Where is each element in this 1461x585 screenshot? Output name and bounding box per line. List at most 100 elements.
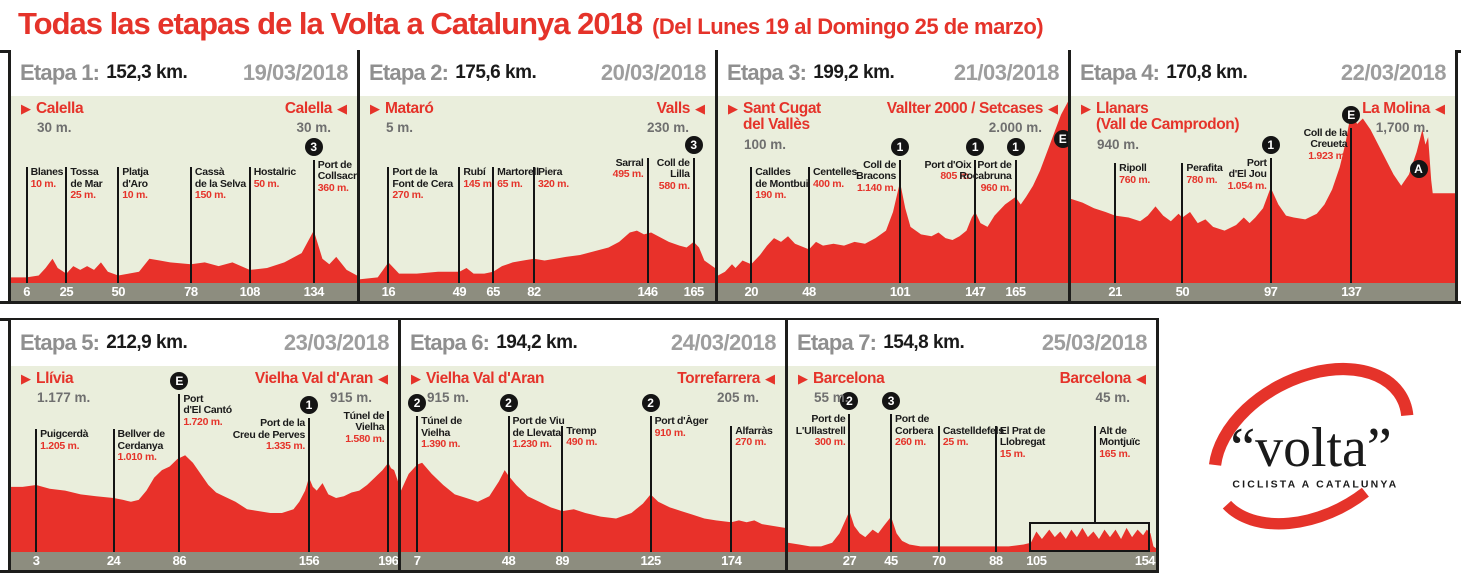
stage-distance: 199,2 km. [813, 62, 895, 83]
km-tick-label: 137 [1341, 284, 1362, 299]
waypoint-elevation: 1.335 m. [265, 440, 305, 453]
waypoint-line [1014, 159, 1017, 283]
start-elevation: 1.177 m. [37, 390, 91, 406]
waypoint-name: Piera [537, 166, 563, 179]
waypoint-label: Port de Corbera 260 m. [895, 414, 933, 449]
waypoint-line [1350, 127, 1353, 283]
waypoint-elevation: 15 m. [999, 447, 1026, 460]
waypoint-name: Castelldefels [942, 424, 1004, 437]
stage-profile: Ripoll 760 m. Perafita 780 m. Port d'El Jou 1… [1071, 96, 1455, 283]
start-elevation: 5 m. [386, 120, 414, 136]
waypoint-elevation: 495 m. [612, 168, 644, 181]
km-tick-label: 146 [637, 284, 658, 299]
waypoint-label: Port d'Oix 805 m. [924, 158, 972, 183]
waypoint-line [178, 393, 181, 552]
end-name: Valls [656, 100, 691, 117]
waypoint-label: Port de L'Ullastrell 300 m. [796, 414, 846, 449]
elevation-area [401, 462, 785, 552]
end-triangle-icon: ◀ [337, 101, 347, 116]
waypoint-name: Port de Corbera [895, 413, 934, 437]
waypoint-name: Túnel de Vielha [343, 409, 385, 434]
km-tick-label: 27 [842, 553, 857, 568]
km-tick-label: 147 [965, 284, 986, 299]
km-tick-label: 125 [640, 553, 661, 568]
waypoint-name: Platja d'Aro [122, 166, 149, 190]
waypoint-elevation: 1.054 m. [1227, 179, 1267, 192]
elevation-area [360, 230, 715, 283]
waypoint-name: Port de Rocabruna [959, 158, 1012, 183]
stage-panel-1: Etapa 1: 152,3 km. 19/03/2018 Blanes 10 m. To… [8, 50, 357, 301]
category-badge: 3 [304, 137, 323, 156]
category-badge: 1 [1261, 135, 1280, 154]
waypoint-elevation: 190 m. [755, 189, 787, 202]
category-badge: 1 [891, 137, 909, 156]
elevation-profile-shape [788, 511, 1156, 552]
waypoint-name: Coll de Bracons [856, 158, 896, 183]
start-marker: ▶ Sant Cugat del Vallès 100 m. [728, 100, 821, 151]
waypoint-name: Martorell [497, 166, 539, 179]
km-axis: 20 48 101 147 165 [718, 283, 1068, 301]
waypoint-line [750, 167, 753, 283]
start-name: Barcelona [813, 370, 885, 387]
waypoint-elevation: 165 m. [1099, 447, 1131, 460]
km-tick-label: 82 [527, 284, 541, 299]
waypoint-line [189, 167, 192, 283]
elevation-profile-shape [401, 462, 785, 552]
elevation-profile-shape [718, 101, 1068, 283]
volta-logo: “volta” CICLISTA A CATALUNYA [1160, 316, 1461, 585]
waypoint-line [387, 167, 390, 283]
waypoint-line [312, 159, 315, 283]
waypoint-elevation: 65 m. [497, 177, 523, 190]
waypoint-line [532, 167, 535, 283]
start-name: Vielha Val d'Aran [426, 370, 545, 387]
end-name-row: Vallter 2000 / Setcases ◀ [887, 100, 1058, 117]
category-badge: E [170, 371, 189, 390]
logo-tagline: CICLISTA A CATALUNYA [1232, 479, 1398, 490]
start-triangle-icon: ▶ [1081, 101, 1091, 116]
end-elevation: 2.000 m. [988, 120, 1042, 136]
stage-header: Etapa 3: 199,2 km. 21/03/2018 [718, 50, 1068, 96]
km-tick-label: 174 [721, 553, 742, 568]
waypoint-elevation: 50 m. [253, 177, 280, 190]
end-name: Calella [284, 100, 333, 117]
waypoint-label: Bellver de Cerdanya 1.010 m. [118, 428, 166, 464]
waypoint-label: Rubí 145 m. [463, 166, 494, 190]
waypoint-line [848, 414, 851, 552]
end-marker: Vielha Val d'Aran ◀ 915 m. [254, 370, 388, 405]
end-marker: Valls ◀ 230 m. [647, 100, 705, 135]
waypoint-label: Piera 320 m. [537, 166, 569, 190]
elevation-area [11, 230, 357, 283]
waypoint-name: Centelles [813, 166, 857, 179]
waypoint-elevation: 1.230 m. [512, 438, 552, 451]
stage-distance: 212,9 km. [106, 332, 188, 353]
start-name-row: ▶ Barcelona [798, 370, 885, 387]
waypoint-name: Alt de Montjuïc [1099, 424, 1141, 449]
km-tick-label: 196 [378, 553, 398, 568]
waypoint-name: Port de la Creu de Perves [232, 417, 306, 441]
elevation-profile-shape [11, 230, 357, 283]
waypoint-label: Hostalric 50 m. [253, 166, 297, 190]
category-badge: 3 [684, 135, 703, 154]
stage-distance: 152,3 km. [106, 62, 188, 83]
stage-header: Etapa 5: 212,9 km. 23/03/2018 [11, 320, 398, 366]
end-name-row: Barcelona ◀ [1060, 370, 1146, 387]
title-main: Todas las etapas de la Volta a Catalunya… [18, 6, 643, 41]
km-tick-label: 101 [889, 284, 911, 299]
start-marker: ▶ Llanars (Vall de Camprodon) 940 m. [1081, 100, 1240, 151]
waypoint-name: Port d'Oix [924, 158, 972, 171]
start-triangle-icon: ▶ [728, 101, 738, 116]
start-marker: ▶ Mataró 5 m. [370, 100, 434, 136]
km-tick-label: 7 [413, 553, 421, 568]
km-tick-label: 165 [683, 284, 705, 299]
waypoint-line [1094, 425, 1097, 523]
waypoint-elevation: 780 m. [1186, 173, 1218, 186]
logo-swoosh-icon [1208, 362, 1413, 529]
end-name: Vielha Val d'Aran [254, 370, 373, 387]
waypoint-elevation: 805 m. [940, 170, 972, 183]
km-tick-label: 45 [884, 553, 898, 568]
waypoint-name: El Prat de Llobregat [999, 424, 1046, 449]
stage-date: 22/03/2018 [1340, 60, 1447, 85]
elevation-profile-shape [1071, 110, 1455, 283]
km-tick-label: 21 [1108, 284, 1122, 299]
start-name-row: ▶ Llanars (Vall de Camprodon) [1081, 100, 1240, 134]
